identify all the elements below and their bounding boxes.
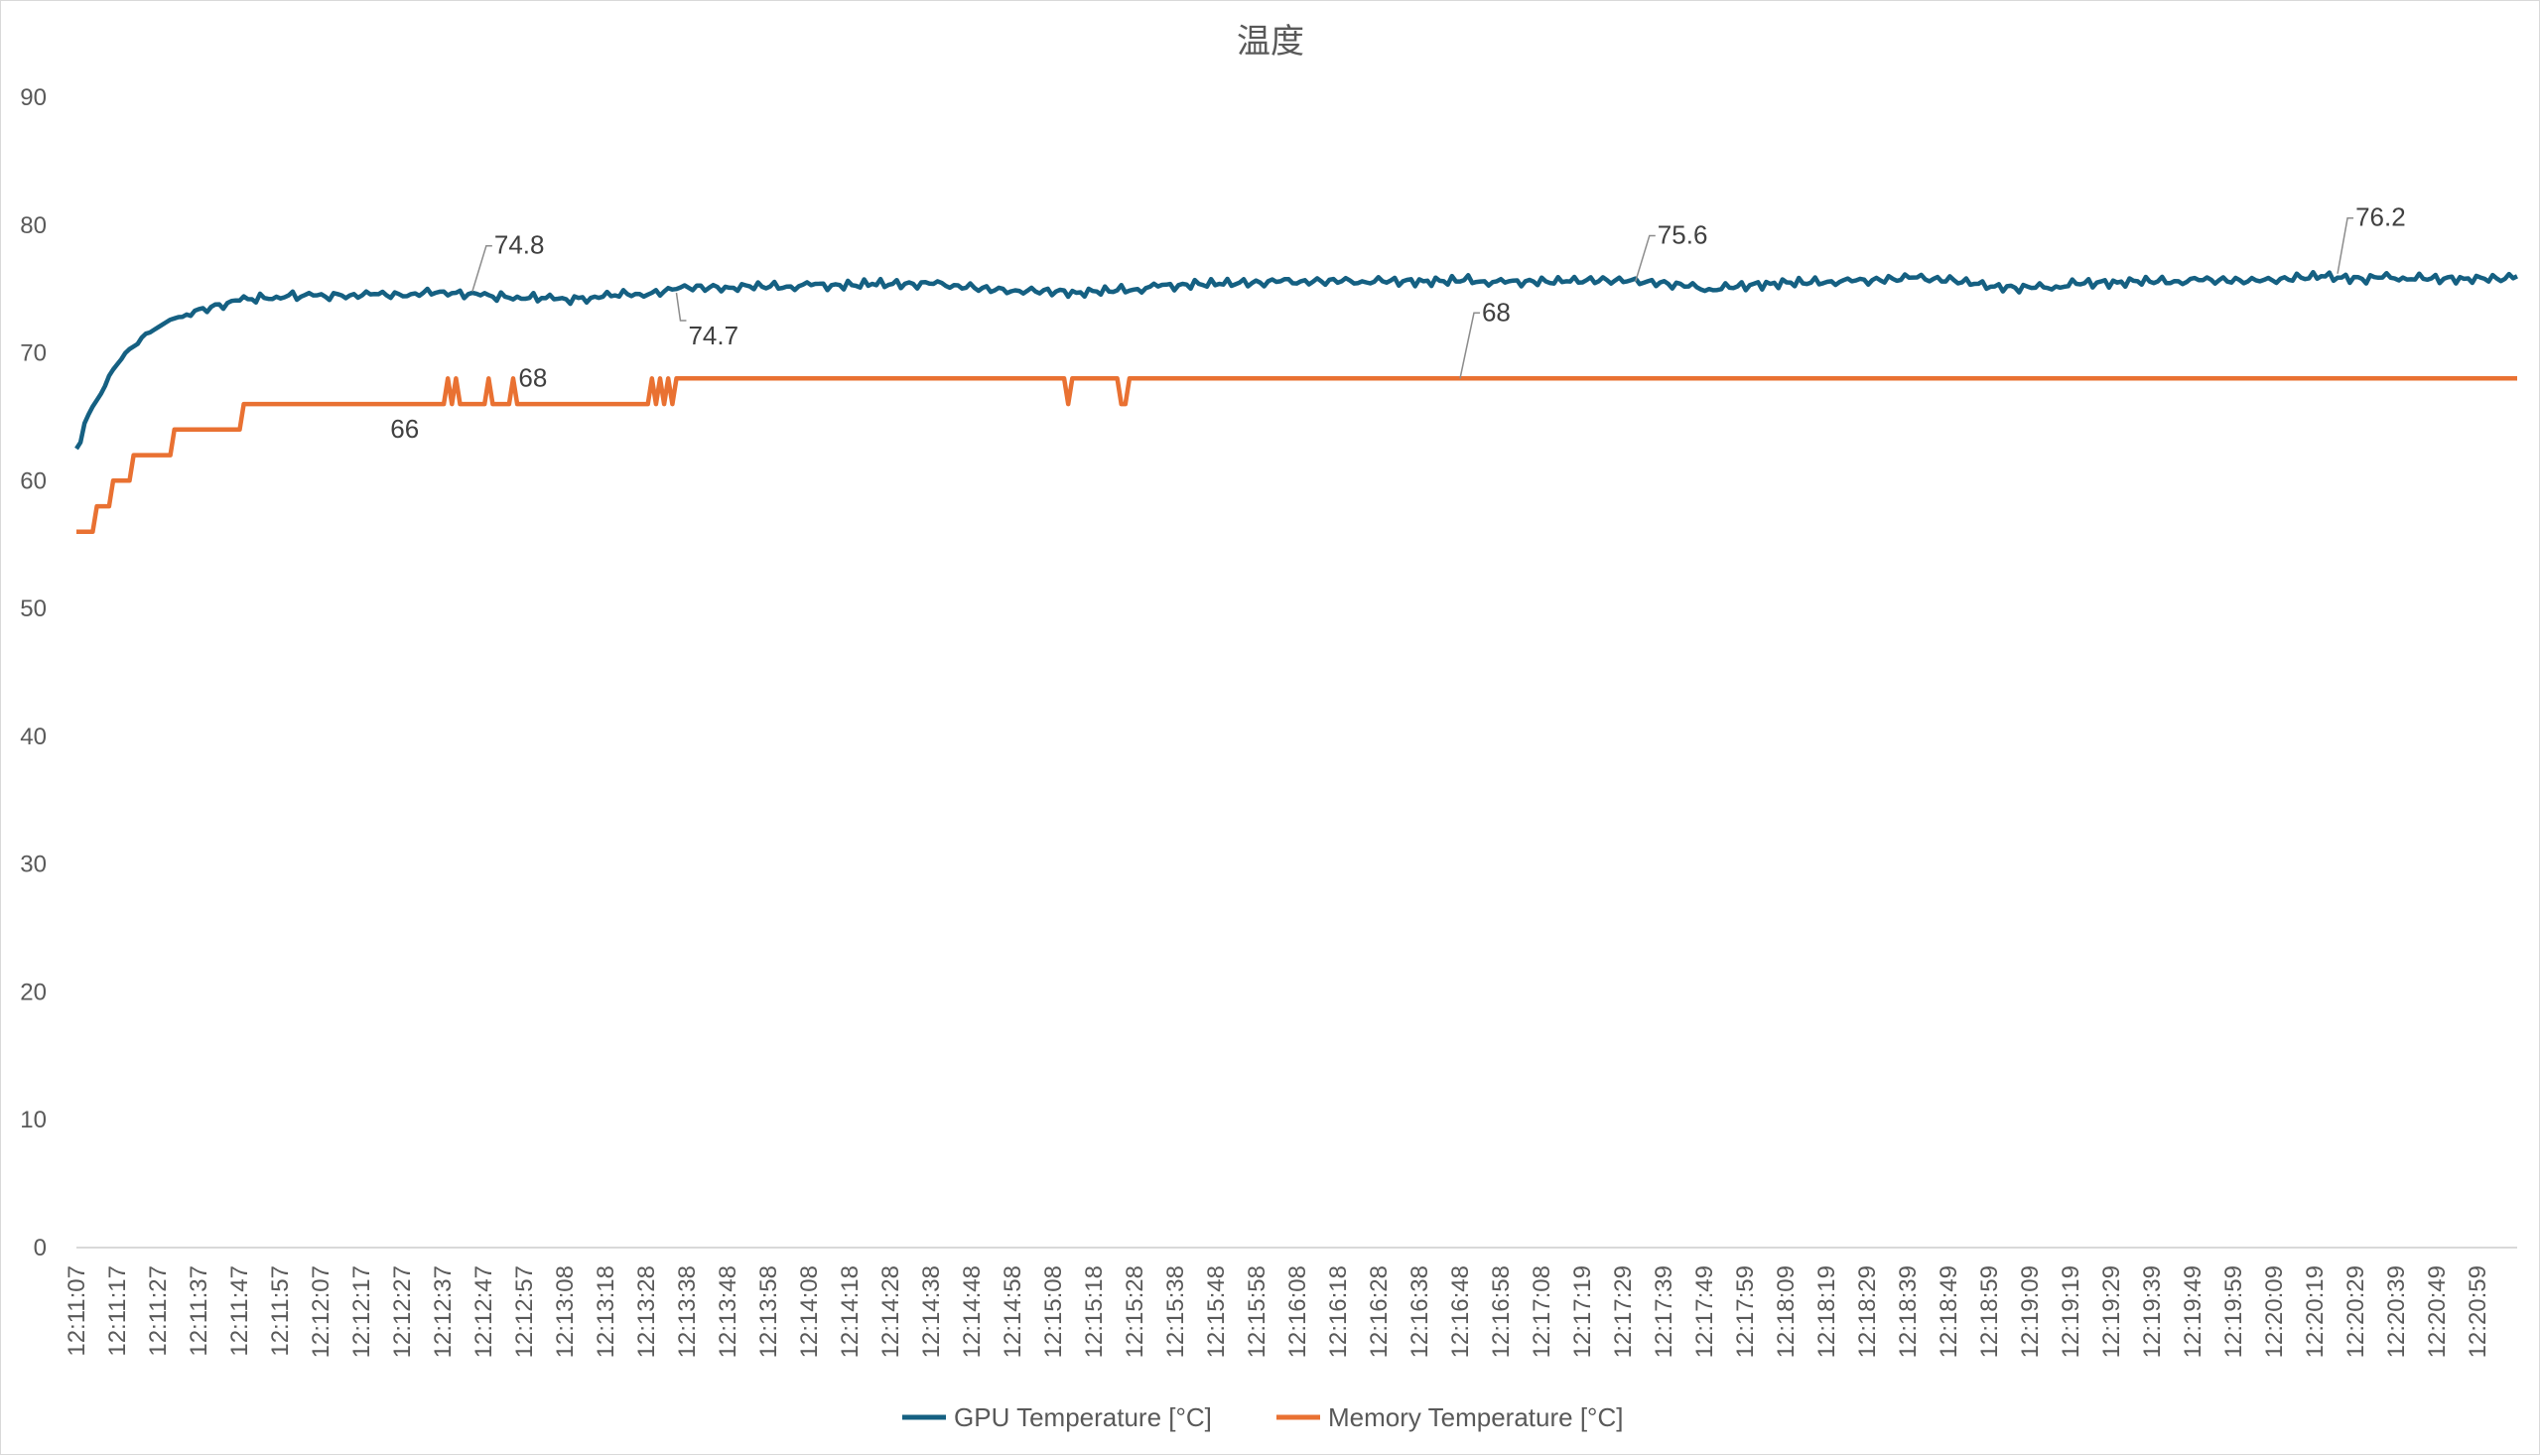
- x-tick-label: 12:17:08: [1529, 1265, 1555, 1358]
- x-tick-label: 12:16:38: [1406, 1265, 1433, 1358]
- x-tick-label: 12:19:49: [2180, 1265, 2206, 1358]
- x-tick-label: 12:19:19: [2058, 1265, 2084, 1358]
- x-tick-label: 12:17:59: [1732, 1265, 1759, 1358]
- x-tick-label: 12:11:17: [104, 1265, 131, 1357]
- x-tick-label: 12:19:29: [2098, 1265, 2125, 1358]
- legend-label-gpu: GPU Temperature [°C]: [954, 1402, 1212, 1432]
- x-axis: 12:11:07 12:11:17 12:11:27 12:11:37 12:11:47…: [64, 1247, 2517, 1358]
- data-label-leader: [471, 244, 492, 292]
- x-tick-label: 12:12:47: [470, 1265, 497, 1358]
- y-tick-label: 20: [20, 979, 47, 1005]
- x-tick-label: 12:12:37: [430, 1265, 457, 1358]
- x-tick-label: 12:18:49: [1936, 1265, 1962, 1358]
- x-tick-label: 12:14:48: [959, 1265, 986, 1358]
- y-tick-label: 60: [20, 467, 47, 494]
- y-tick-label: 40: [20, 724, 47, 750]
- x-tick-label: 12:13:08: [552, 1265, 579, 1358]
- x-tick-label: 12:20:49: [2424, 1265, 2451, 1358]
- x-tick-label: 12:14:28: [877, 1265, 904, 1358]
- x-tick-label: 12:18:39: [1895, 1265, 1922, 1358]
- x-tick-label: 12:20:09: [2261, 1265, 2288, 1358]
- x-tick-label: 12:14:18: [837, 1265, 864, 1358]
- x-tick-label: 12:14:58: [1000, 1265, 1026, 1358]
- x-tick-label: 12:18:29: [1854, 1265, 1881, 1358]
- x-tick-label: 12:16:58: [1488, 1265, 1515, 1358]
- series-layer: [74, 269, 2518, 535]
- x-tick-label: 12:15:28: [1122, 1265, 1148, 1358]
- x-tick-label: 12:19:59: [2220, 1265, 2247, 1358]
- x-tick-label: 12:17:19: [1569, 1265, 1596, 1358]
- x-tick-label: 12:19:39: [2139, 1265, 2166, 1358]
- x-tick-label: 12:15:38: [1162, 1265, 1189, 1358]
- x-tick-label: 12:15:58: [1244, 1265, 1270, 1358]
- x-tick-label: 12:11:07: [64, 1265, 90, 1357]
- y-axis: 0 10 20 30 40 50 60 70 80 90: [20, 84, 47, 1261]
- x-tick-label: 12:13:38: [674, 1265, 701, 1358]
- x-tick-label: 12:14:38: [918, 1265, 945, 1358]
- data-label: 74.7: [688, 321, 738, 350]
- x-tick-label: 12:17:29: [1610, 1265, 1637, 1358]
- data-label-leader: [675, 292, 687, 322]
- y-tick-label: 70: [20, 340, 47, 367]
- legend-item-gpu[interactable]: GPU Temperature [°C]: [902, 1402, 1212, 1432]
- data-label: 76.2: [2355, 202, 2406, 232]
- x-tick-label: 12:12:27: [389, 1265, 416, 1358]
- legend-item-memory[interactable]: Memory Temperature [°C]: [1276, 1402, 1623, 1432]
- x-tick-label: 12:17:39: [1651, 1265, 1677, 1358]
- x-tick-label: 12:13:18: [593, 1265, 619, 1358]
- x-tick-label: 12:15:48: [1203, 1265, 1230, 1358]
- y-tick-label: 10: [20, 1107, 47, 1133]
- x-tick-label: 12:19:09: [2017, 1265, 2044, 1358]
- y-tick-label: 50: [20, 596, 47, 622]
- x-tick-label: 12:11:37: [186, 1265, 212, 1357]
- y-tick-label: 80: [20, 212, 47, 239]
- x-tick-label: 12:20:29: [2342, 1265, 2369, 1358]
- x-tick-label: 12:18:09: [1773, 1265, 1800, 1358]
- x-tick-label: 12:14:08: [796, 1265, 823, 1358]
- legend-label-memory: Memory Temperature [°C]: [1328, 1402, 1623, 1432]
- x-tick-label: 12:20:19: [2302, 1265, 2329, 1358]
- x-tick-label: 12:15:18: [1081, 1265, 1108, 1358]
- x-tick-label: 12:18:19: [1813, 1265, 1840, 1358]
- y-tick-label: 0: [34, 1235, 47, 1261]
- x-tick-label: 12:20:39: [2383, 1265, 2410, 1358]
- y-tick-label: 30: [20, 852, 47, 878]
- x-tick-label: 12:11:47: [226, 1265, 253, 1357]
- data-label-leader: [2337, 216, 2354, 274]
- x-tick-label: 12:16:18: [1325, 1265, 1352, 1358]
- x-tick-label: 12:12:57: [511, 1265, 538, 1358]
- x-tick-label: 12:15:08: [1040, 1265, 1067, 1358]
- y-tick-label: 90: [20, 84, 47, 111]
- data-label: 74.8: [494, 230, 545, 260]
- x-tick-label: 12:16:08: [1284, 1265, 1311, 1358]
- data-label: 68: [518, 362, 547, 392]
- data-label: 68: [1482, 297, 1511, 327]
- x-tick-label: 12:11:27: [145, 1265, 172, 1357]
- gpu-temperature-line: [74, 269, 2518, 451]
- data-label: 75.6: [1658, 219, 1708, 249]
- memory-temperature-line: [76, 376, 2517, 535]
- legend: GPU Temperature [°C] Memory Temperature …: [902, 1402, 1623, 1432]
- data-label-leader: [1459, 312, 1480, 379]
- x-tick-label: 12:17:49: [1691, 1265, 1718, 1358]
- x-tick-label: 12:13:28: [633, 1265, 660, 1358]
- data-labels: 74.8 74.7 75.6 76.2 66 68 68: [390, 202, 2405, 444]
- x-tick-label: 12:13:58: [755, 1265, 782, 1358]
- x-tick-label: 12:20:59: [2465, 1265, 2491, 1358]
- x-tick-label: 12:13:48: [715, 1265, 741, 1358]
- x-tick-label: 12:12:17: [348, 1265, 375, 1358]
- x-tick-label: 12:18:59: [1976, 1265, 2003, 1358]
- x-tick-label: 12:12:07: [308, 1265, 334, 1358]
- chart-title: 温度: [1237, 22, 1304, 62]
- x-tick-label: 12:16:48: [1447, 1265, 1474, 1358]
- x-tick-label: 12:11:57: [267, 1265, 294, 1357]
- x-tick-label: 12:16:28: [1366, 1265, 1393, 1358]
- data-label: 66: [390, 414, 419, 444]
- data-label-leader: [1635, 234, 1656, 282]
